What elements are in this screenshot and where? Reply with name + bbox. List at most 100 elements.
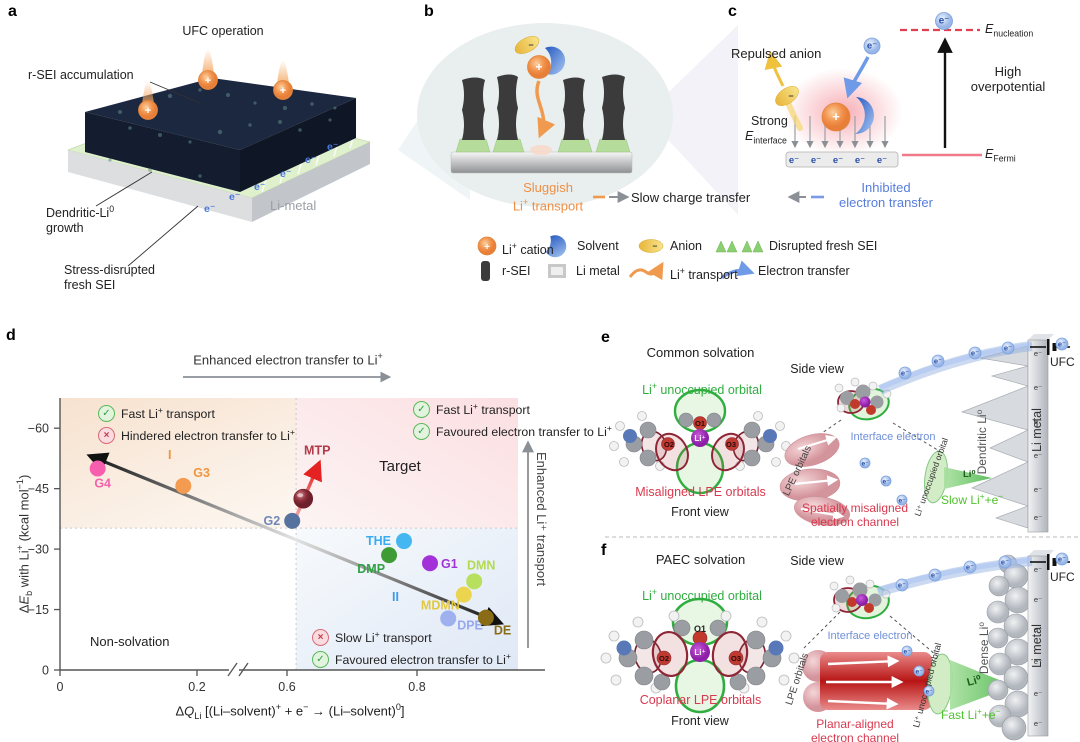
legend-anion: Anion — [670, 239, 702, 253]
check-icon — [312, 651, 329, 668]
scatter-point — [466, 573, 483, 590]
note-q1-2: Hindered electron transfer to Li+ — [98, 427, 295, 444]
electron-bubble-icon — [928, 568, 942, 582]
li-cation-icon: + + + — [138, 70, 293, 120]
electron-label: e⁻ — [939, 16, 950, 27]
y-axis-label: ΔEb with Li+ (kcal mol−1) — [15, 474, 34, 614]
repulsed-anion-label: Repulsed anion — [731, 46, 822, 61]
o2-label: O2 — [664, 440, 674, 449]
ufc-label: UFC — [1050, 570, 1075, 584]
svg-text:+: + — [832, 109, 840, 124]
cross-icon — [98, 427, 115, 444]
fresh-sei-pads — [455, 138, 631, 153]
ufc-label: UFC — [1050, 355, 1075, 369]
right-axis-caption: Enhanced Li⁺ transport — [534, 452, 549, 587]
scatter-point-label: DMP — [357, 562, 385, 576]
li0-label: Li⁰ — [966, 673, 983, 688]
li-ion-label: Li⁺ — [694, 434, 705, 443]
x-tick-label: 0.6 — [278, 680, 295, 694]
o3-label: O3 — [731, 654, 741, 663]
paec-solvation-title: PAEC solvation — [655, 552, 746, 567]
dense-li-label: Dense Li⁰ — [977, 622, 991, 674]
li-transport-icon — [628, 261, 664, 281]
svg-text:+: + — [205, 75, 211, 87]
note-q4-1: Slow Li+ transport — [312, 629, 432, 646]
li-metal-icon — [548, 264, 566, 278]
electron-label: e⁻ — [877, 155, 887, 166]
non-solvation-label: Non-solvation — [90, 634, 170, 649]
trend-arrow — [86, 452, 505, 627]
electron-label: e⁻ — [1034, 595, 1042, 604]
electron-label: e⁻ — [901, 369, 909, 378]
panel-d-letter: d — [6, 327, 16, 344]
scatter-point-label: G3 — [193, 466, 210, 480]
interface-electron-label: Interface electron — [827, 630, 913, 642]
electron-label: e⁻ — [855, 155, 865, 166]
e-nucleation-label: Enucleation — [985, 22, 1034, 39]
group-ii-label: II — [392, 590, 399, 604]
scatter-point — [455, 586, 472, 603]
scatter-point — [396, 533, 412, 550]
electron-label: e⁻ — [915, 669, 922, 676]
scatter-point — [422, 555, 438, 572]
solvent-icon — [855, 97, 875, 135]
electron-bubble-icon — [998, 555, 1012, 569]
electron-label: e⁻ — [229, 191, 240, 203]
o3-label: O3 — [726, 440, 736, 449]
electron-label: e⁻ — [903, 649, 910, 656]
high-overpotential-label: High overpotential — [970, 64, 1046, 94]
panel-e-letter: e — [601, 329, 610, 346]
slow-charge-transfer-label: Slow charge transfer — [631, 190, 751, 205]
panel-b-illustration: − + — [417, 23, 673, 207]
li-metal-slab — [1027, 339, 1049, 533]
r-sei-pillars — [462, 74, 625, 140]
solvent-icon — [545, 46, 566, 75]
scatter-point-label: MDMN — [421, 599, 460, 613]
scatter-point — [440, 610, 457, 627]
coplanar-lpe-label: Coplanar LPE orbitals — [639, 693, 762, 707]
r-sei-icon — [481, 261, 490, 281]
planar-electron-channel — [802, 650, 932, 712]
check-icon — [413, 401, 430, 418]
panel-a-illustration: + + + — [67, 49, 371, 267]
svg-text:+: + — [145, 105, 151, 117]
scatter-point — [477, 609, 494, 626]
unoccupied-orbital-label: Li+ unoccupied orbital — [642, 587, 762, 604]
electron-label: e⁻ — [966, 563, 974, 572]
scatter-point — [89, 460, 106, 477]
scatter-point — [175, 477, 192, 494]
scatter-point-label: G4 — [94, 477, 111, 491]
sluggish-transport-label: Sluggish Li+ transport — [512, 180, 584, 214]
scatter-point — [284, 512, 301, 529]
stress-disrupted-label: Stress-disrupted fresh SEI — [64, 263, 156, 292]
panel-f-letter: f — [601, 542, 607, 559]
x-tick-label: 0.2 — [188, 680, 205, 694]
electron-label: e⁻ — [1058, 555, 1066, 564]
dendritic-li-label: Dendritic Li⁰ — [975, 409, 989, 474]
electron-label: e⁻ — [971, 349, 979, 358]
electron-transfer-arrow — [843, 56, 870, 99]
electron-bubble-icon — [913, 665, 925, 677]
scatter-point-label: G1 — [441, 557, 458, 571]
electron-bubble-icon — [863, 37, 881, 55]
anion-icon: − — [514, 36, 540, 54]
li-metal-label: Li-metal — [270, 198, 317, 213]
target-label: Target — [379, 458, 421, 475]
note-q4-2: Favoured electron transfer to Li+ — [312, 651, 511, 668]
svg-text:−: − — [528, 40, 533, 50]
electron-label: e⁻ — [1034, 485, 1042, 494]
top-axis-caption: Enhanced electron transfer to Li+ — [193, 351, 383, 368]
o1-label: O1 — [694, 624, 706, 634]
electron-label: e⁻ — [254, 181, 265, 193]
legend-r-sei: r-SEI — [502, 264, 531, 278]
svg-text:+: + — [280, 85, 286, 97]
electron-bubble-icon — [931, 354, 945, 368]
molecule-side-view — [834, 377, 892, 421]
molecule-side-view — [829, 575, 891, 620]
electron-label: e⁻ — [931, 571, 939, 580]
front-view-label: Front view — [671, 505, 729, 519]
note-q1-1: Fast Li+ transport — [98, 405, 215, 422]
electron-bubble-icon — [968, 346, 982, 360]
